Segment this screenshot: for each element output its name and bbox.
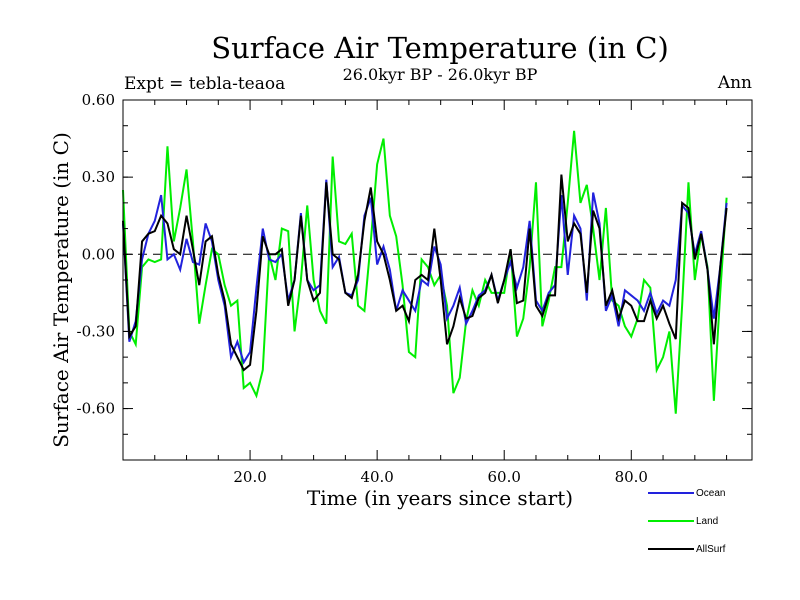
plot-area bbox=[122, 130, 752, 414]
x-tick-label: 40.0 bbox=[360, 468, 393, 486]
legend-entry-allsurf: AllSurf bbox=[648, 544, 726, 555]
x-axis-label: Time (in years since start) bbox=[307, 486, 573, 510]
y-tick-label: -0.30 bbox=[77, 322, 115, 340]
chart-title: Surface Air Temperature (in C) bbox=[211, 31, 669, 65]
y-tick-label: -0.60 bbox=[77, 400, 115, 418]
y-tick-label: 0.60 bbox=[82, 91, 115, 109]
x-tick-label: 20.0 bbox=[233, 468, 266, 486]
legend: Ocean Land AllSurf bbox=[648, 488, 726, 555]
legend-label: Land bbox=[696, 516, 718, 527]
axes: 0.60 0.30 0.00 -0.30 -0.60 20.0 40.0 60.0 80.0 bbox=[77, 91, 753, 486]
x-tick-label: 60.0 bbox=[488, 468, 521, 486]
y-tick-label: 0.00 bbox=[82, 245, 115, 263]
series-line-ocean bbox=[122, 179, 728, 365]
experiment-label: Expt = tebla-teaoa bbox=[124, 74, 285, 94]
y-tick-label: 0.30 bbox=[82, 168, 115, 186]
x-tick-label: 80.0 bbox=[615, 468, 648, 486]
y-axis-label: Surface Air Temperature (in C) bbox=[49, 132, 73, 448]
legend-entry-ocean: Ocean bbox=[648, 488, 725, 499]
series-line-allsurf bbox=[122, 174, 728, 372]
legend-label: Ocean bbox=[696, 488, 725, 499]
legend-label: AllSurf bbox=[696, 544, 726, 555]
chart-subtitle: 26.0kyr BP - 26.0kyr BP bbox=[343, 65, 538, 84]
season-label: Ann bbox=[717, 73, 752, 93]
legend-entry-land: Land bbox=[648, 516, 718, 527]
series-line-land bbox=[122, 130, 728, 414]
